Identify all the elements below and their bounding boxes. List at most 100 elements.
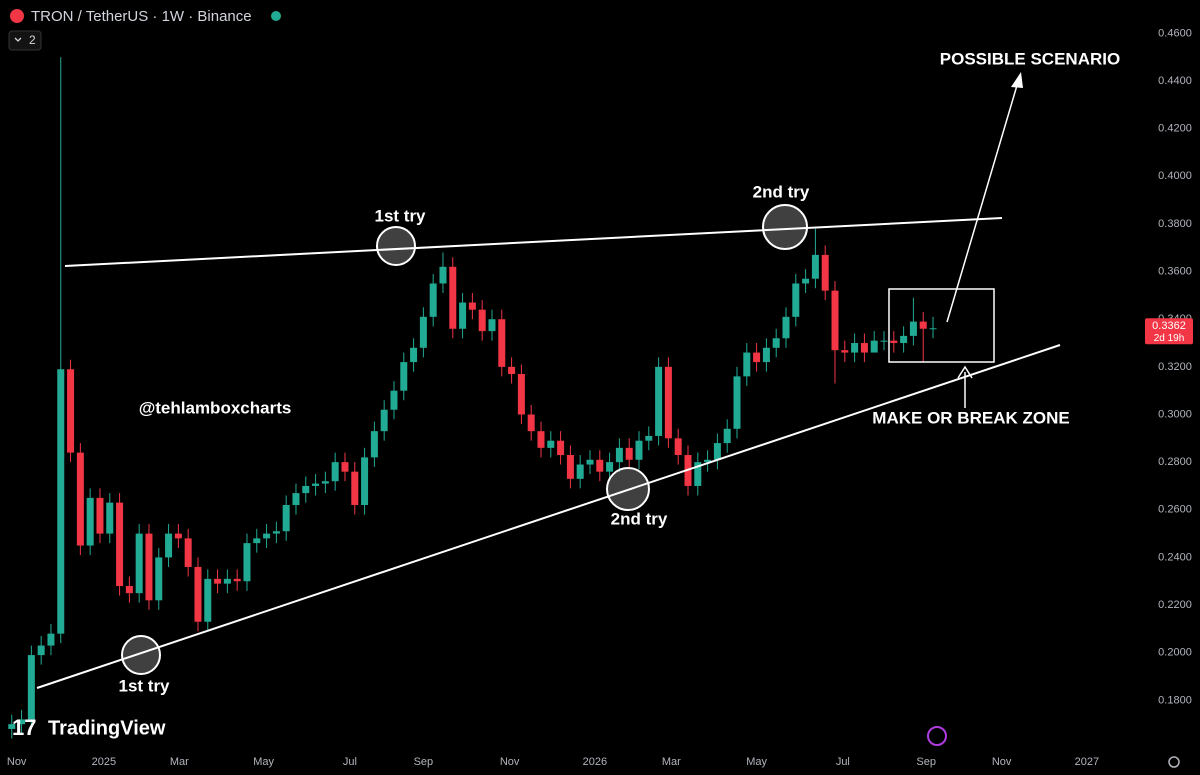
candle-body: [204, 578, 212, 622]
symbol-title: TRON / TetherUS · 1W · Binance: [31, 8, 252, 25]
candle-body: [47, 633, 55, 646]
candle-body: [390, 390, 398, 410]
candle-body: [733, 376, 741, 429]
candle-body: [282, 505, 290, 532]
candle-body: [566, 454, 574, 479]
candle-body: [194, 566, 202, 622]
candle-body: [821, 254, 829, 291]
settings-icon[interactable]: [1168, 756, 1180, 768]
y-tick-label: 0.4400: [1158, 75, 1192, 87]
candle-body: [174, 533, 182, 539]
scenario-arrow: [946, 81, 1019, 323]
candle-body: [253, 538, 261, 544]
candle-body: [145, 533, 153, 601]
y-tick-label: 0.2400: [1158, 551, 1192, 563]
price-tag: [1145, 318, 1193, 345]
candle-body: [223, 578, 231, 584]
candle-body: [468, 302, 476, 310]
annotation: MAKE OR BREAK ZONE: [872, 408, 1069, 427]
candle-body: [753, 352, 761, 363]
candle-body: [674, 438, 682, 455]
candle-body: [782, 316, 790, 339]
x-tick-label: Mar: [170, 756, 189, 768]
x-tick-label: Sep: [916, 756, 936, 768]
candle-body: [909, 321, 917, 336]
candle-body: [419, 316, 427, 348]
candle-body: [655, 366, 663, 436]
candle-body: [557, 440, 565, 455]
candle-body: [478, 309, 486, 332]
candle-body: [772, 338, 780, 348]
annotation: 2nd try: [753, 182, 810, 201]
y-tick-label: 0.4200: [1158, 123, 1192, 135]
candle-body: [449, 266, 457, 329]
candle-body: [106, 502, 114, 534]
indicator-toggle[interactable]: [8, 30, 42, 51]
upper-trendline: [64, 217, 1003, 267]
arrow-head: [1011, 72, 1023, 88]
candle-body: [723, 428, 731, 444]
alert-icon[interactable]: [927, 726, 947, 746]
candle-body: [116, 502, 124, 587]
candle-body: [517, 374, 525, 415]
indicator-count: 2: [29, 33, 36, 47]
candle-body: [929, 328, 937, 330]
annotation: 1st try: [118, 676, 170, 695]
candle-body: [900, 335, 908, 344]
candle-body: [86, 497, 94, 546]
axes: 0.1800 0.2000 0.2200 0.2400 0.2600 0.2800 0.30…: [7, 27, 1193, 768]
candle-body: [18, 719, 26, 725]
candle-body: [361, 457, 369, 506]
candle-body: [488, 319, 496, 332]
candle-body: [860, 343, 868, 353]
candle-body: [606, 462, 614, 472]
candle-body: [890, 340, 898, 344]
candle-body: [8, 724, 16, 729]
x-tick-label: 2025: [92, 756, 116, 768]
candle-body: [233, 578, 241, 582]
candle-body: [792, 283, 800, 317]
countdown: 2d 19h: [1154, 333, 1185, 344]
candle-body: [664, 366, 672, 439]
annotation: POSSIBLE SCENARIO: [940, 49, 1120, 68]
candle-body: [841, 350, 849, 353]
candle-body: [498, 319, 506, 367]
candle-body: [527, 414, 535, 432]
candle-body: [96, 497, 104, 534]
candle-body: [429, 283, 437, 317]
candle-body: [410, 347, 418, 363]
y-tick-label: 0.4000: [1158, 170, 1192, 182]
annotation: 2nd try: [611, 509, 668, 528]
y-tick-label: 0.3000: [1158, 408, 1192, 420]
candle-body: [459, 302, 467, 329]
candle-body: [155, 557, 163, 601]
candle-body: [831, 290, 839, 351]
x-tick-label: Nov: [992, 756, 1012, 768]
y-tick-label: 0.2200: [1158, 599, 1192, 611]
y-tick-label: 0.2800: [1158, 456, 1192, 468]
symbol-logo: [10, 9, 24, 23]
candle-body: [351, 471, 359, 506]
candle-body: [37, 645, 45, 656]
candle-body: [576, 464, 584, 479]
candles: [8, 57, 937, 739]
y-tick-label: 0.3600: [1158, 265, 1192, 277]
x-tick-label: May: [746, 756, 767, 768]
x-tick-label: Jul: [836, 756, 850, 768]
candle-body: [370, 431, 378, 458]
candle-body: [243, 543, 251, 582]
candle-body: [272, 531, 280, 534]
candle-body: [645, 435, 653, 441]
x-tick-label: 2027: [1075, 756, 1099, 768]
candle-body: [57, 369, 65, 634]
candle-body: [380, 409, 388, 432]
handle: @tehlamboxcharts: [139, 398, 292, 417]
arrow-head: [957, 365, 973, 379]
candle-body: [547, 440, 555, 448]
candle-body: [596, 459, 604, 472]
candle-body: [713, 443, 721, 460]
candle-body: [400, 362, 408, 391]
x-tick-label: May: [253, 756, 274, 768]
candle-body: [694, 462, 702, 486]
